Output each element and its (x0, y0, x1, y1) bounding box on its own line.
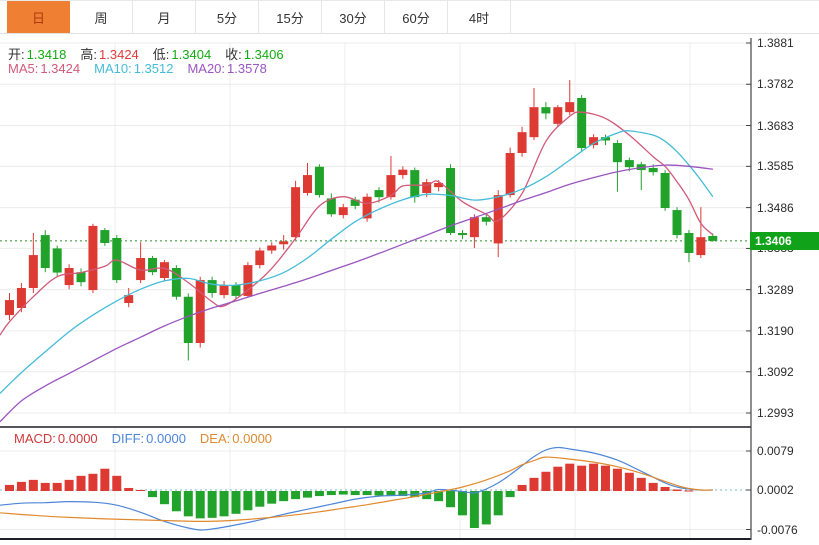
ohlc-legend-high-label: 高: (80, 47, 98, 62)
macd-legend-diff-label: DIFF: (111, 431, 145, 446)
macd-legend-dea-value: 0.0000 (232, 431, 273, 446)
y-axis-label: 1.3190 (757, 323, 794, 338)
macd-legend-macd-label: MACD: (14, 431, 56, 446)
ma-legend-ma10-label: MA10: (94, 61, 132, 76)
macd-legend: MACD: 0.0000 DIFF: 0.0000 DEA: 0.0000 (14, 431, 286, 446)
y-axis-label: 1.3092 (757, 364, 794, 379)
tab-4hour[interactable]: 4时 (448, 1, 511, 33)
ohlc-legend-low-value: 1.3404 (171, 47, 212, 62)
ohlc-legend-close-label: 收: (225, 47, 242, 62)
ma-legend-ma20-label: MA20: (187, 61, 226, 76)
ma-legend-ma5-value: 1.3424 (40, 61, 81, 76)
ohlc-legend-low-label: 低: (152, 47, 170, 62)
y-axis-label: 0.0079 (757, 444, 794, 458)
ohlc-legend-open-label: 开: (8, 47, 25, 62)
macd-legend-dea-label: DEA: (199, 431, 231, 446)
y-axis-label: 1.3486 (757, 200, 794, 215)
y-axis-label: 1.3683 (757, 118, 794, 133)
tab-5min[interactable]: 5分 (196, 1, 259, 33)
tab-month[interactable]: 月 (133, 1, 196, 33)
ohlc-legend-high-value: 1.3424 (99, 47, 139, 62)
tab-week[interactable]: 周 (70, 1, 133, 33)
ma-legend-ma20-value: 1.3578 (227, 61, 267, 76)
ma-legend-ma5-label: MA5: (8, 61, 39, 76)
tab-60min[interactable]: 60分 (385, 1, 448, 33)
macd-legend-macd-value: 0.0000 (57, 431, 98, 446)
y-axis-label: 1.2993 (757, 406, 794, 420)
y-axis-label: 1.3289 (757, 282, 794, 297)
last-price-tag: 1.3406 (750, 231, 819, 250)
y-axis-label: 0.0002 (757, 483, 794, 497)
ohlc-legend-open-value: 1.3418 (26, 47, 67, 62)
tab-15min[interactable]: 15分 (259, 1, 322, 33)
timeframe-tabbar: 日周月 5分 15分 30分 60分 4时 (0, 0, 819, 34)
ma-legend: MA5: 1.3424 MA10: 1.3512 MA20: 1.3578 (8, 61, 281, 76)
y-axis-label: 1.3782 (757, 77, 794, 92)
y-axis-label: 1.3585 (757, 159, 794, 174)
y-axis-label: -0.0076 (757, 522, 798, 537)
ma-legend-ma10-value: 1.3512 (133, 61, 174, 76)
tab-30min[interactable]: 30分 (322, 1, 385, 33)
tab-day[interactable]: 日 (7, 1, 70, 33)
ohlc-legend-close-value: 1.3406 (243, 47, 284, 62)
ohlc-legend: 开: 1.3418 高: 1.3424 低: 1.3404 收: 1.3406 (8, 44, 298, 63)
y-axis-label: 1.3881 (757, 36, 794, 50)
macd-legend-diff-value: 0.0000 (146, 431, 186, 446)
